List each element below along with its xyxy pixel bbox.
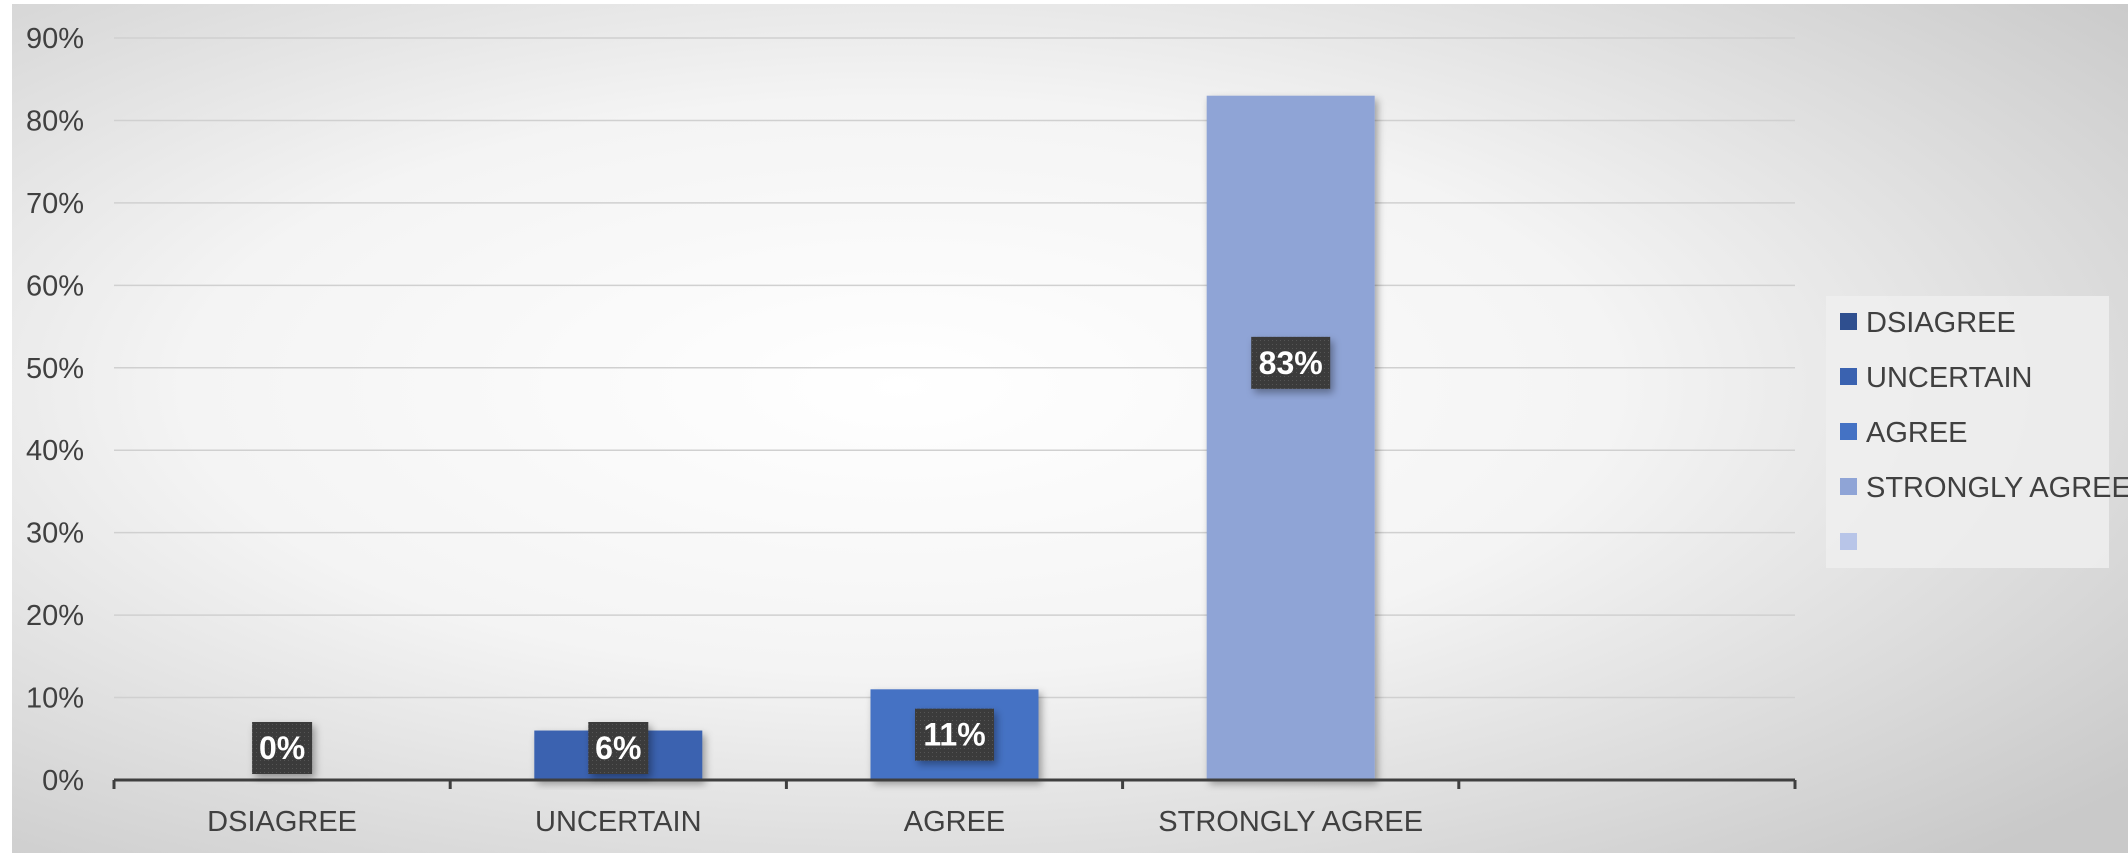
data-label: 0% (252, 722, 313, 774)
x-category-label: AGREE (904, 806, 1006, 838)
legend-swatch (1840, 478, 1857, 495)
x-category-label: DSIAGREE (207, 806, 357, 838)
data-label: 83% (1251, 336, 1331, 389)
legend: DSIAGREE UNCERTAIN AGREE STRONGLY AGREE (1826, 296, 2128, 568)
y-tick-label: 0% (42, 765, 84, 797)
x-category-label: UNCERTAIN (535, 806, 702, 838)
legend-swatch (1840, 423, 1857, 440)
legend-label: STRONGLY AGREE (1866, 472, 2128, 504)
x-axis-category-labels: DSIAGREE UNCERTAIN AGREE STRONGLY AGREE (207, 806, 1423, 838)
data-label-box (252, 722, 313, 774)
y-tick-label: 70% (26, 188, 84, 220)
legend-swatch (1840, 368, 1857, 385)
x-category-label: STRONGLY AGREE (1158, 806, 1423, 838)
data-label-text: 11% (923, 717, 985, 753)
x-axis (112, 778, 1797, 789)
data-label-box (1251, 336, 1331, 389)
y-tick-label: 90% (26, 23, 84, 55)
data-labels: 0% 6% 11% 83% (252, 336, 1331, 774)
y-tick-label: 80% (26, 105, 84, 137)
y-tick-label: 60% (26, 270, 84, 302)
y-axis-tick-labels: 0% 10% 20% 30% 40% 50% 60% 70% 80% 90% (26, 23, 84, 797)
y-tick-label: 20% (26, 600, 84, 632)
data-label-text: 83% (1259, 345, 1323, 381)
data-label-text: 6% (595, 730, 641, 766)
chart-background (12, 4, 2128, 853)
legend-swatch (1840, 313, 1857, 330)
data-label: 6% (588, 722, 649, 774)
gridlines (114, 37, 1795, 699)
y-tick-label: 10% (26, 683, 84, 715)
data-label: 11% (915, 708, 994, 761)
legend-label: AGREE (1866, 417, 1968, 449)
y-tick-label: 50% (26, 353, 84, 385)
legend-box (1826, 296, 2109, 568)
legend-swatch (1840, 533, 1857, 550)
bar (1206, 95, 1375, 780)
data-label-text: 0% (259, 730, 305, 766)
y-tick-label: 40% (26, 435, 84, 467)
legend-label: DSIAGREE (1866, 307, 2016, 339)
data-label-box (588, 722, 649, 774)
y-tick-label: 30% (26, 518, 84, 550)
legend-label: UNCERTAIN (1866, 362, 2033, 394)
data-label-box (915, 708, 994, 761)
